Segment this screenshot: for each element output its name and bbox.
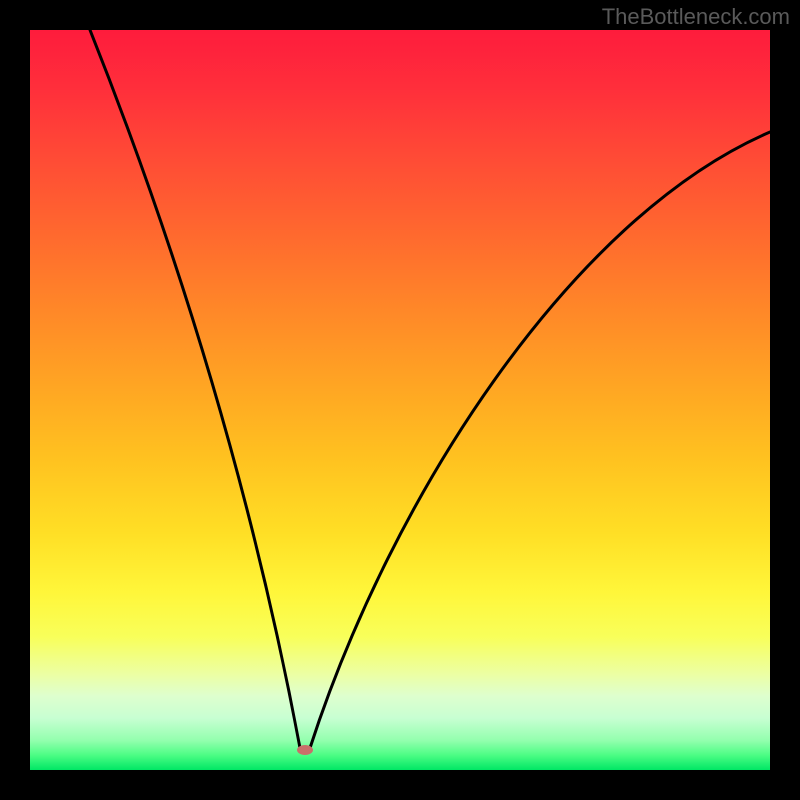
plot-area [30,30,770,770]
watermark-text: TheBottleneck.com [602,4,790,30]
bottleneck-curve [30,30,770,770]
optimum-marker [297,745,313,755]
